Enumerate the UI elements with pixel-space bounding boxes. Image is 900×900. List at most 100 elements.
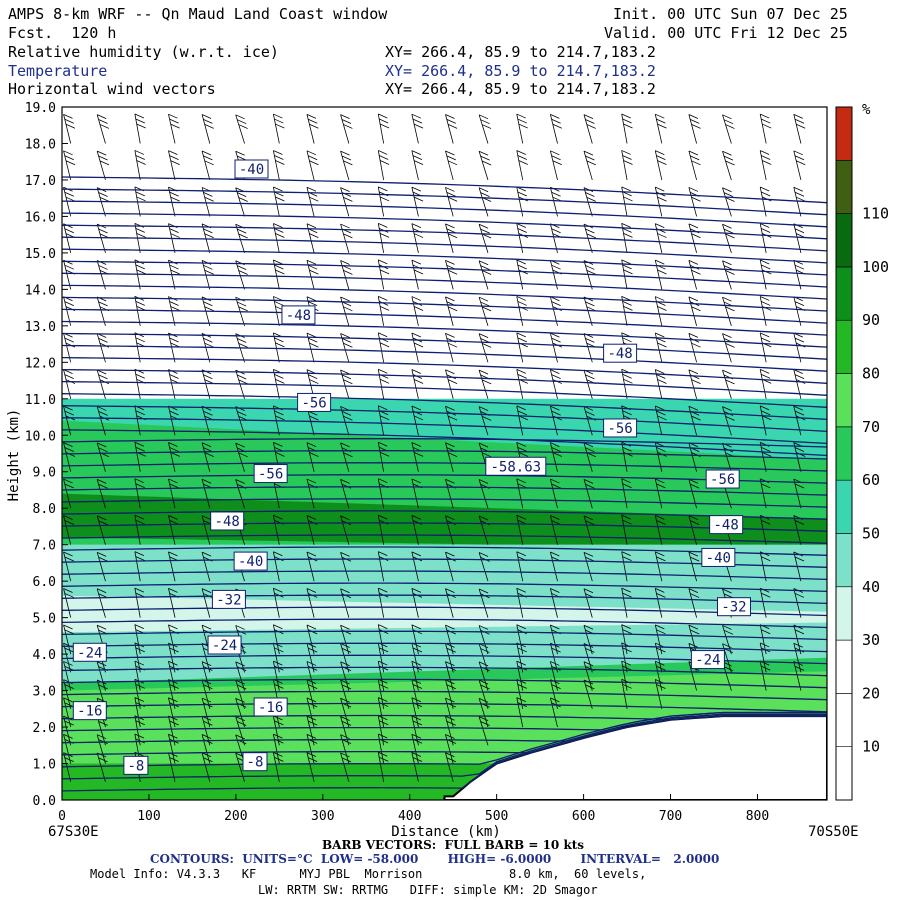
wind-barb-flag bbox=[445, 296, 455, 302]
wind-barb-staff bbox=[759, 113, 767, 144]
wind-barb-staff bbox=[168, 715, 176, 746]
wind-barb-flag bbox=[586, 233, 596, 239]
wind-barb-flag bbox=[343, 415, 353, 421]
temperature-contour-line bbox=[62, 642, 827, 653]
wind-barb-staff bbox=[621, 113, 628, 144]
wind-barb-staff bbox=[478, 406, 489, 436]
wind-barb-staff bbox=[411, 150, 419, 181]
wind-barb-staff bbox=[549, 643, 558, 673]
wind-barb-flag bbox=[63, 551, 73, 557]
wind-barb-flag bbox=[622, 264, 632, 270]
wind-barb-flag bbox=[760, 332, 770, 338]
wind-barb-flag bbox=[480, 721, 490, 726]
wind-barb-flag bbox=[445, 369, 455, 375]
contour-label: -24 bbox=[77, 645, 102, 661]
wind-barb-flag bbox=[723, 192, 734, 197]
wind-barb-staff bbox=[306, 333, 315, 363]
wind-barb-staff bbox=[377, 715, 385, 746]
wind-barb-flag bbox=[585, 520, 595, 526]
wind-barb-flag bbox=[723, 593, 734, 599]
y-tick-label: 8.0 bbox=[33, 502, 56, 517]
wind-barb-staff bbox=[168, 369, 176, 399]
colorbar-level-label: 50 bbox=[862, 524, 880, 542]
wind-barb-flag bbox=[170, 306, 180, 311]
wind-barb-flag bbox=[688, 150, 699, 156]
wind-barb-flag bbox=[379, 415, 390, 421]
wind-barb-staff bbox=[411, 114, 419, 144]
wind-barb-staff bbox=[688, 406, 697, 436]
wind-barb-flag bbox=[340, 333, 350, 338]
wind-barb-flag bbox=[237, 721, 247, 726]
wind-barb-staff bbox=[411, 515, 419, 545]
wind-barb-flag bbox=[135, 300, 145, 306]
wind-barb-staff bbox=[96, 734, 106, 764]
wind-barb-flag bbox=[135, 228, 145, 233]
wind-barb-flag bbox=[413, 196, 424, 202]
wind-barb-staff bbox=[722, 151, 732, 181]
wind-barb-flag bbox=[203, 264, 213, 270]
wind-barb-flag bbox=[794, 155, 805, 161]
wind-barb-flag bbox=[622, 519, 632, 525]
wind-barb-flag bbox=[621, 551, 631, 557]
wind-barb-staff bbox=[134, 150, 141, 181]
wind-barb-staff bbox=[445, 296, 454, 326]
wind-barb-flag bbox=[378, 587, 388, 593]
wind-barb-staff bbox=[654, 624, 663, 655]
wind-barb-flag bbox=[655, 259, 665, 265]
wind-barb-flag bbox=[169, 374, 179, 379]
wind-barb-staff bbox=[134, 113, 141, 144]
wind-barb-staff bbox=[621, 642, 628, 673]
wind-barb-flag bbox=[446, 228, 456, 234]
wind-barb-staff bbox=[759, 551, 767, 582]
wind-barb-flag bbox=[169, 264, 179, 270]
contour-label: -8 bbox=[127, 758, 144, 774]
wind-barb-flag bbox=[306, 715, 317, 721]
wind-barb-staff bbox=[272, 150, 280, 181]
wind-barb-flag bbox=[725, 415, 735, 421]
wind-barb-flag bbox=[135, 118, 145, 124]
wind-barb-flag bbox=[517, 118, 527, 124]
wind-barb-staff bbox=[411, 442, 419, 472]
wind-barb-staff bbox=[583, 333, 593, 363]
wind-barb-flag bbox=[98, 556, 108, 562]
wind-barb-flag bbox=[516, 405, 526, 411]
wind-barb-staff bbox=[134, 515, 141, 545]
wind-barb-flag bbox=[621, 259, 631, 265]
wind-barb-staff bbox=[654, 478, 663, 509]
wind-barb-flag bbox=[761, 301, 771, 306]
wind-barb-flag bbox=[201, 752, 212, 758]
wind-barb-flag bbox=[343, 452, 353, 458]
wind-barb-staff bbox=[549, 369, 558, 399]
wind-barb-flag bbox=[445, 697, 455, 703]
wind-barb-flag bbox=[170, 269, 180, 275]
wind-barb-staff bbox=[688, 187, 697, 217]
wind-barb-flag bbox=[98, 520, 108, 526]
wind-barb-staff bbox=[516, 478, 524, 509]
wind-barb-flag bbox=[168, 150, 178, 156]
colorbar-level-label: 30 bbox=[862, 631, 880, 649]
wind-barb-flag bbox=[794, 666, 805, 671]
wind-barb-staff bbox=[377, 150, 385, 181]
wind-barb-flag bbox=[340, 296, 350, 302]
wind-barb-flag bbox=[413, 306, 424, 311]
wind-barb-flag bbox=[655, 186, 665, 192]
wind-barb-flag bbox=[622, 337, 632, 343]
wind-barb-flag bbox=[65, 160, 76, 166]
wind-barb-flag bbox=[275, 196, 285, 202]
contour-label: -48 bbox=[714, 518, 739, 534]
wind-barb-flag bbox=[688, 223, 699, 229]
wind-barb-staff bbox=[411, 296, 419, 326]
x-tick-label: 100 bbox=[137, 809, 160, 824]
wind-barb-staff bbox=[654, 642, 663, 673]
wind-barb-flag bbox=[341, 301, 352, 307]
wind-barb-staff bbox=[377, 369, 385, 399]
wind-barb-flag bbox=[308, 118, 318, 124]
wind-barb-flag bbox=[134, 660, 145, 666]
wind-barb-flag bbox=[761, 228, 771, 233]
temperature-contour-line bbox=[62, 296, 827, 324]
wind-barb-flag bbox=[550, 478, 560, 484]
colorbar-segment bbox=[835, 266, 853, 321]
wind-barb-staff bbox=[549, 588, 558, 618]
wind-barb-staff bbox=[688, 588, 697, 618]
